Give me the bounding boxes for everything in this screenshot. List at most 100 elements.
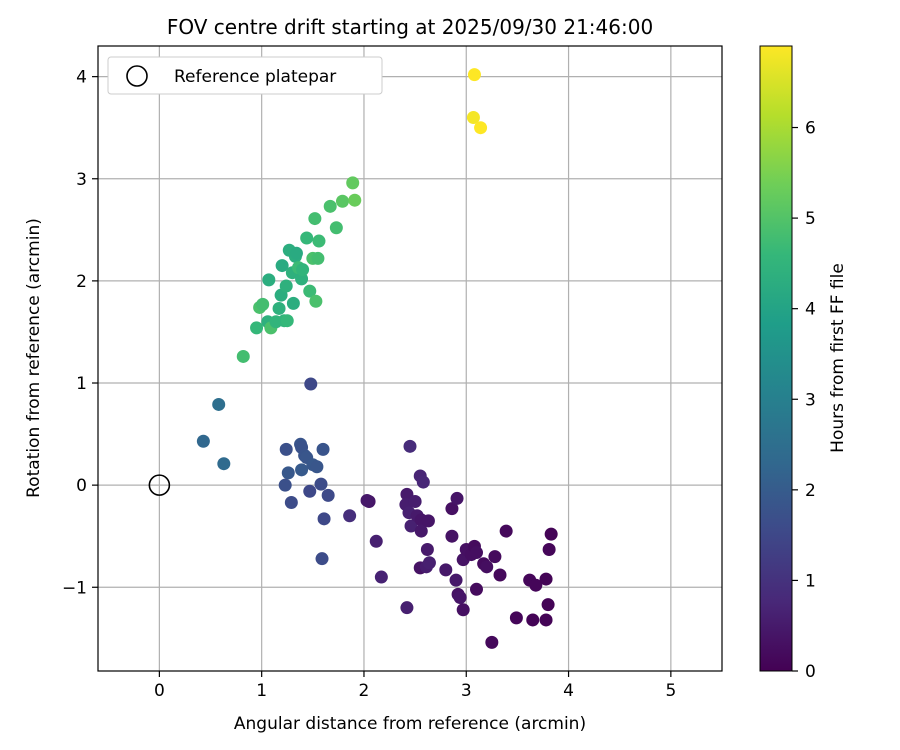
data-point <box>360 493 374 507</box>
data-point <box>420 542 434 556</box>
data-point <box>439 563 453 577</box>
data-points <box>196 68 558 649</box>
legend-entry-reference: Reference platepar <box>174 67 336 87</box>
data-point <box>445 502 459 516</box>
data-point <box>256 297 270 311</box>
x-axis-label: Angular distance from reference (arcmin) <box>234 714 586 734</box>
data-point <box>317 512 331 526</box>
data-point <box>312 234 326 248</box>
data-point <box>488 550 502 564</box>
data-point <box>236 349 250 363</box>
data-point <box>321 488 335 502</box>
data-point <box>539 572 553 586</box>
data-point <box>309 294 323 308</box>
colorbar-tick-label: 0 <box>805 662 816 682</box>
data-point <box>541 598 555 612</box>
colorbar: 0 1 2 3 4 5 6 Hours from first FF file <box>759 45 848 682</box>
y-tick-label: −1 <box>62 578 87 598</box>
data-point <box>544 527 558 541</box>
data-point <box>408 494 422 508</box>
data-point <box>262 273 276 287</box>
data-point <box>422 556 436 570</box>
y-axis-label: Rotation from reference (arcmin) <box>24 218 44 498</box>
legend-marker-icon <box>126 65 148 87</box>
data-point <box>509 611 523 625</box>
data-point <box>315 552 329 566</box>
data-point <box>346 176 360 190</box>
y-tick-label: 2 <box>76 272 87 292</box>
data-point <box>414 524 428 538</box>
legend: Reference platepar <box>107 56 383 95</box>
data-point <box>480 560 494 574</box>
data-point <box>474 121 488 135</box>
colorbar-ticks: 0 1 2 3 4 5 6 <box>792 119 816 682</box>
data-point <box>304 377 318 391</box>
data-point <box>466 110 480 124</box>
data-point <box>296 263 310 277</box>
data-point <box>335 194 349 208</box>
data-point <box>281 466 295 480</box>
data-point <box>485 635 499 649</box>
x-tick-label: 4 <box>563 681 574 701</box>
chart-title: FOV centre drift starting at 2025/09/30 … <box>167 15 653 39</box>
data-point <box>421 514 435 528</box>
data-point <box>369 534 383 548</box>
x-tick-label: 2 <box>359 681 370 701</box>
data-point <box>303 484 317 498</box>
data-point <box>279 442 293 456</box>
data-point <box>445 529 459 543</box>
data-point <box>286 296 300 310</box>
data-point <box>279 279 293 293</box>
data-point <box>308 212 322 226</box>
data-point <box>526 613 540 627</box>
data-point <box>278 478 292 492</box>
x-axis: 0 1 2 3 4 5 <box>154 671 676 701</box>
data-point <box>272 301 286 315</box>
data-point <box>449 573 463 587</box>
data-point <box>212 397 226 411</box>
data-point <box>295 463 309 477</box>
colorbar-tick-label: 2 <box>805 481 816 501</box>
data-point <box>275 259 289 273</box>
y-tick-label: 1 <box>76 374 87 394</box>
data-point <box>450 491 464 505</box>
y-axis: −1 0 1 2 3 4 <box>62 68 98 598</box>
data-point <box>348 193 362 207</box>
data-point <box>323 199 337 213</box>
grid-lines <box>98 46 722 671</box>
data-point <box>456 603 470 617</box>
y-tick-label: 0 <box>76 476 87 496</box>
x-tick-label: 0 <box>154 681 165 701</box>
x-tick-label: 3 <box>461 681 472 701</box>
data-point <box>300 231 314 245</box>
data-point <box>416 475 430 489</box>
data-point <box>329 221 343 235</box>
colorbar-tick-label: 5 <box>805 209 816 229</box>
colorbar-tick-label: 6 <box>805 119 816 139</box>
plot-frame <box>97 45 723 672</box>
colorbar-label: Hours from first FF file <box>828 263 848 453</box>
data-point <box>310 460 324 474</box>
data-point <box>217 457 231 471</box>
data-point <box>196 434 210 448</box>
legend-box <box>107 56 383 95</box>
data-point <box>374 570 388 584</box>
data-point <box>400 601 414 615</box>
x-tick-label: 1 <box>256 681 267 701</box>
data-point <box>289 246 303 260</box>
data-point <box>314 477 328 491</box>
data-point <box>404 519 418 533</box>
data-point <box>316 442 330 456</box>
data-point <box>529 578 543 592</box>
data-point <box>493 568 507 582</box>
data-point <box>453 590 467 604</box>
data-point <box>469 546 483 560</box>
colorbar-tick-label: 1 <box>805 571 816 591</box>
data-point <box>311 251 325 265</box>
data-point <box>499 524 513 538</box>
data-point <box>343 509 357 523</box>
data-point <box>403 439 417 453</box>
data-point <box>284 495 298 509</box>
